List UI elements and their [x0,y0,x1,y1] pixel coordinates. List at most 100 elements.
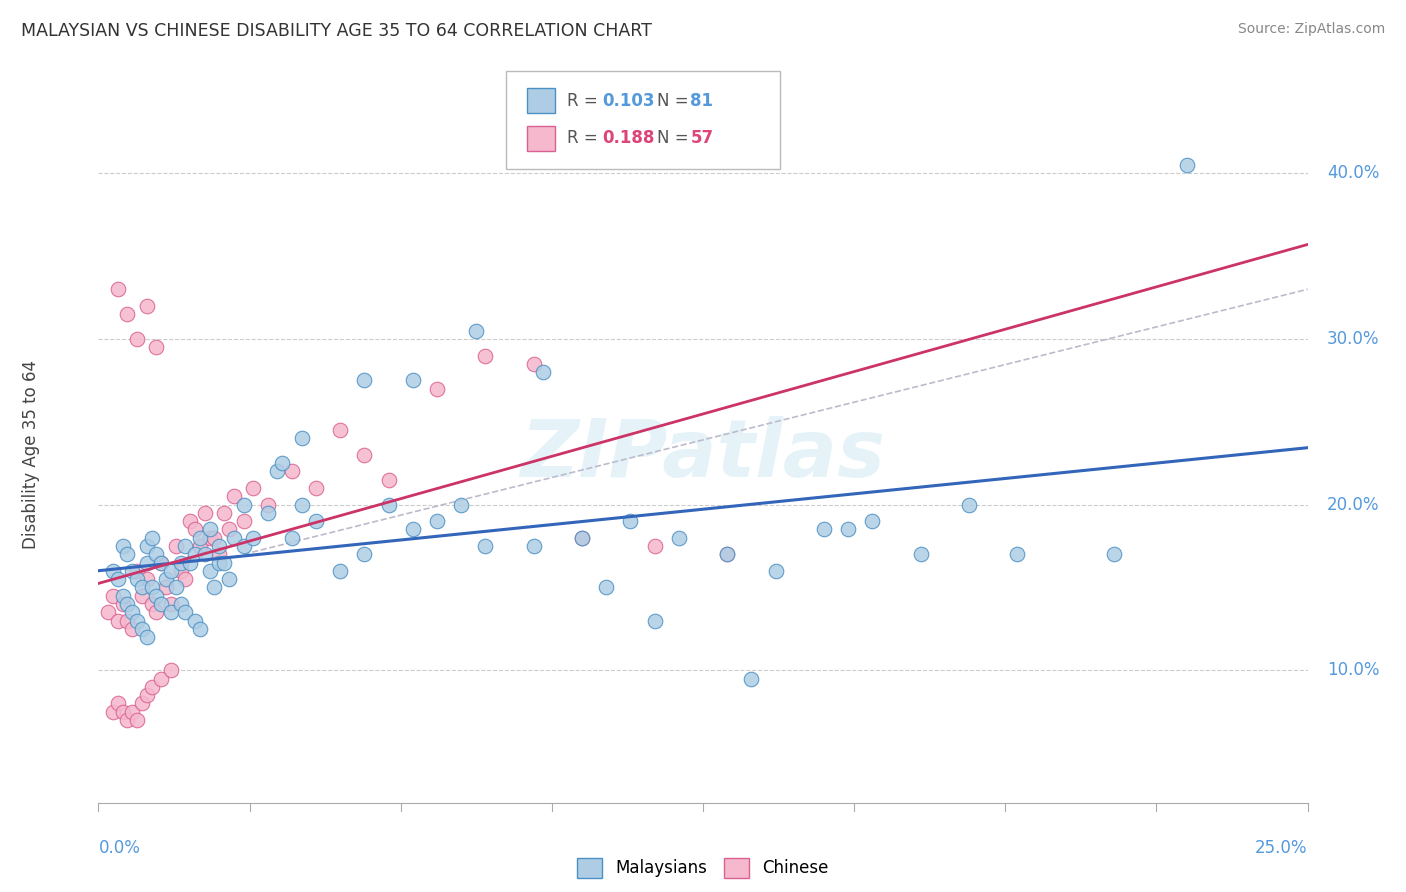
Text: 57: 57 [690,129,713,147]
Legend: Malaysians, Chinese: Malaysians, Chinese [578,857,828,878]
Text: R =: R = [567,92,603,110]
Point [127,614,149,628]
Point [101,564,124,578]
Point [813,523,835,537]
Point [107,697,129,711]
Point [111,589,134,603]
Point [271,456,294,470]
Text: Disability Age 35 to 64: Disability Age 35 to 64 [22,360,41,549]
Point [305,481,328,495]
Point [131,581,153,595]
Point [117,307,139,321]
Point [135,572,157,586]
Text: 0.188: 0.188 [602,129,654,147]
Text: 20.0%: 20.0% [1327,496,1379,514]
Point [150,672,173,686]
Point [194,506,217,520]
Point [150,597,173,611]
Point [957,498,980,512]
Point [232,539,254,553]
Point [232,498,254,512]
Point [208,547,231,561]
Point [117,547,139,561]
Point [111,705,134,719]
Point [402,373,425,387]
Point [184,523,207,537]
Text: 0.0%: 0.0% [98,839,141,857]
Point [101,705,124,719]
Point [464,324,486,338]
Point [474,349,496,363]
Point [141,597,163,611]
Point [160,564,183,578]
Point [198,523,221,537]
Text: 40.0%: 40.0% [1327,164,1379,182]
Point [127,572,149,586]
Point [107,614,129,628]
Point [256,506,278,520]
Point [377,498,399,512]
Point [232,514,254,528]
Point [141,531,163,545]
Point [204,581,226,595]
Point [145,340,167,354]
Point [290,498,312,512]
Text: 25.0%: 25.0% [1256,839,1308,857]
Point [204,531,226,545]
Point [188,539,211,553]
Point [266,465,288,479]
Point [740,672,762,686]
Point [97,605,120,619]
Point [208,556,231,570]
Point [121,564,143,578]
Text: 81: 81 [690,92,713,110]
Text: N =: N = [657,129,693,147]
Point [160,597,183,611]
Point [135,539,157,553]
Point [329,423,352,437]
Point [281,531,304,545]
Point [765,564,787,578]
Point [198,531,221,545]
Point [837,523,859,537]
Point [101,589,124,603]
Point [184,614,207,628]
Point [212,506,235,520]
Point [910,547,932,561]
Point [174,572,197,586]
Point [150,556,173,570]
Point [716,547,738,561]
Point [145,589,167,603]
Point [860,514,883,528]
Point [111,597,134,611]
Point [1102,547,1125,561]
Point [198,564,221,578]
Point [131,589,153,603]
Point [135,299,157,313]
Point [523,539,546,553]
Point [165,581,187,595]
Point [174,605,197,619]
Point [179,514,201,528]
Point [121,622,143,636]
Point [668,531,690,545]
Point [155,581,177,595]
Point [377,473,399,487]
Point [131,697,153,711]
Point [1007,547,1029,561]
Point [169,556,191,570]
Text: ZIPatlas: ZIPatlas [520,416,886,494]
Text: R =: R = [567,129,603,147]
Point [141,581,163,595]
Point [212,556,235,570]
Point [188,531,211,545]
Point [194,547,217,561]
Point [145,605,167,619]
Point [329,564,352,578]
Point [595,581,617,595]
Point [155,572,177,586]
Text: 10.0%: 10.0% [1327,661,1379,680]
Text: 30.0%: 30.0% [1327,330,1379,348]
Point [218,523,240,537]
Point [531,365,554,379]
